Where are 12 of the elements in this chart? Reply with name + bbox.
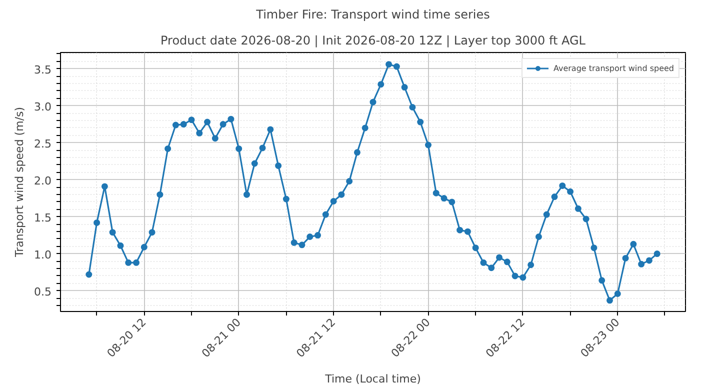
- chart-subtitle: Product date 2026-08-20 | Init 2026-08-20 12Z | Layer top 3000 ft AGL: [160, 34, 586, 48]
- y-tick-label: 3.5: [34, 63, 52, 76]
- chart-title: Timber Fire: Transport wind time series: [255, 8, 490, 22]
- y-tick-label: 2.5: [34, 137, 52, 150]
- legend-label: Average transport wind speed: [553, 64, 674, 72]
- y-tick-label: 2.0: [34, 174, 52, 188]
- y-tick-label: 1.0: [34, 248, 52, 262]
- y-tick-label: 3.0: [34, 100, 52, 114]
- y-tick-label: 1.5: [34, 211, 52, 224]
- y-tick-label: 0.5: [34, 285, 52, 298]
- y-axis-title: Transport wind speed (m/s): [13, 106, 26, 258]
- x-axis-title: Time (Local time): [324, 372, 421, 386]
